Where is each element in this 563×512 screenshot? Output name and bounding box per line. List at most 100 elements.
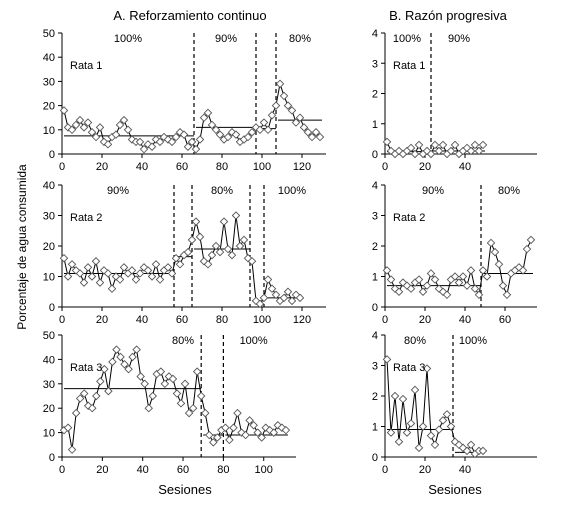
data-point-marker — [231, 211, 241, 220]
data-point-marker — [211, 125, 221, 135]
phase-label: 90% — [422, 185, 444, 197]
data-point-marker — [171, 253, 181, 263]
data-point-marker — [75, 394, 85, 403]
data-point-marker — [482, 272, 492, 281]
data-point-marker — [275, 79, 285, 89]
data-point-marker — [446, 146, 456, 156]
data-point-marker — [281, 425, 291, 435]
data-point-marker — [478, 446, 488, 456]
data-point-marker — [192, 367, 202, 376]
y-tick-label: 10 — [43, 125, 55, 137]
data-point-marker — [235, 241, 245, 251]
data-point-marker — [225, 435, 234, 445]
y-tick-label: 20 — [43, 101, 55, 113]
rat-label: Rata 1 — [393, 60, 425, 72]
data-point-marker — [119, 115, 129, 125]
data-point-marker — [115, 275, 125, 284]
data-point-marker — [71, 120, 81, 130]
x-tick-label: 60 — [177, 464, 189, 476]
x-tick-label: 0 — [382, 464, 388, 476]
data-point-marker — [143, 266, 153, 275]
data-point-marker — [213, 433, 222, 442]
y-tick-label: 4 — [372, 28, 378, 40]
data-point-marker — [390, 391, 400, 401]
data-point-marker — [79, 278, 89, 287]
data-point-marker — [257, 433, 266, 442]
data-point-marker — [207, 120, 217, 130]
data-point-marker — [59, 106, 69, 115]
data-point-marker — [418, 422, 428, 431]
phase-label: 100% — [278, 185, 306, 197]
data-point-marker — [233, 408, 242, 418]
y-tick-label: 1 — [372, 272, 378, 284]
x-tick-label: 0 — [59, 464, 65, 476]
y-tick-label: 2 — [372, 391, 378, 403]
panel-a3: 0 10 20 30 40 50 0 20 40 60 80 100 80% 100% Rata 3 — [43, 330, 296, 476]
y-tick-label: 20 — [43, 403, 55, 415]
data-point-marker — [132, 345, 141, 354]
data-point-marker — [462, 446, 472, 456]
x-tick-label: 40 — [137, 464, 149, 476]
y-tick-label: 10 — [43, 428, 55, 440]
data-point-marker — [215, 130, 225, 139]
y-tick-label: 40 — [43, 52, 55, 64]
data-point-marker — [438, 140, 448, 150]
data-point-marker — [418, 287, 428, 296]
data-point-marker — [255, 299, 265, 309]
y-tick-label: 40 — [43, 354, 55, 366]
y-tick-label: 1 — [372, 422, 378, 434]
data-point-marker — [249, 421, 258, 430]
data-point-marker — [171, 132, 181, 142]
data-point-marker — [103, 269, 113, 278]
data-point-marker — [410, 149, 420, 159]
data-point-marker — [155, 275, 165, 284]
y-tick-label: 30 — [43, 76, 55, 88]
data-point-marker — [406, 143, 416, 153]
data-point-marker — [195, 232, 205, 242]
data-point-marker — [147, 142, 157, 151]
data-point-marker — [135, 137, 145, 147]
data-point-marker — [116, 352, 125, 362]
data-point-marker — [195, 135, 205, 144]
phase-label: 90% — [107, 185, 129, 197]
data-point-marker — [99, 266, 109, 275]
data-point-marker — [526, 235, 536, 245]
data-point-marker — [518, 266, 528, 275]
data-point-marker — [120, 360, 129, 369]
data-point-marker — [205, 430, 214, 440]
y-tick-label: 1 — [372, 119, 378, 131]
data-point-marker — [124, 364, 133, 374]
data-point-marker — [203, 108, 213, 118]
data-point-marker — [196, 391, 206, 401]
data-point-marker — [239, 235, 249, 245]
data-point-marker — [115, 120, 125, 130]
panel-a1: 0 10 20 30 40 50 0 20 40 60 80 100 120 100% 90% 80% Rata… — [43, 28, 326, 173]
data-point-marker — [402, 428, 412, 437]
data-point-marker — [245, 416, 254, 425]
rat-label: Rata 3 — [393, 362, 425, 374]
data-point-marker — [271, 101, 281, 110]
data-point-marker — [267, 284, 277, 293]
data-point-marker — [486, 238, 496, 248]
data-point-marker — [283, 101, 293, 110]
data-point-marker — [91, 132, 101, 142]
data-point-marker — [79, 389, 89, 398]
panel-a2: 0 10 20 30 40 0 20 40 60 80 100 120 90% 80% 100% Rata 2 — [43, 180, 326, 326]
data-point-marker — [430, 440, 440, 450]
data-point-marker — [79, 123, 89, 132]
data-point-marker — [277, 423, 287, 432]
data-point-marker — [139, 263, 149, 272]
data-point-marker — [139, 144, 149, 154]
data-point-marker — [386, 275, 396, 284]
data-point-marker — [155, 137, 165, 147]
y-tick-label: 2 — [372, 241, 378, 253]
data-point-marker — [219, 217, 229, 226]
data-point-marker — [223, 132, 233, 142]
data-point-marker — [99, 137, 109, 147]
y-tick-label: 30 — [43, 211, 55, 223]
data-point-marker — [466, 146, 476, 156]
x-tick-label: 80 — [216, 314, 228, 326]
